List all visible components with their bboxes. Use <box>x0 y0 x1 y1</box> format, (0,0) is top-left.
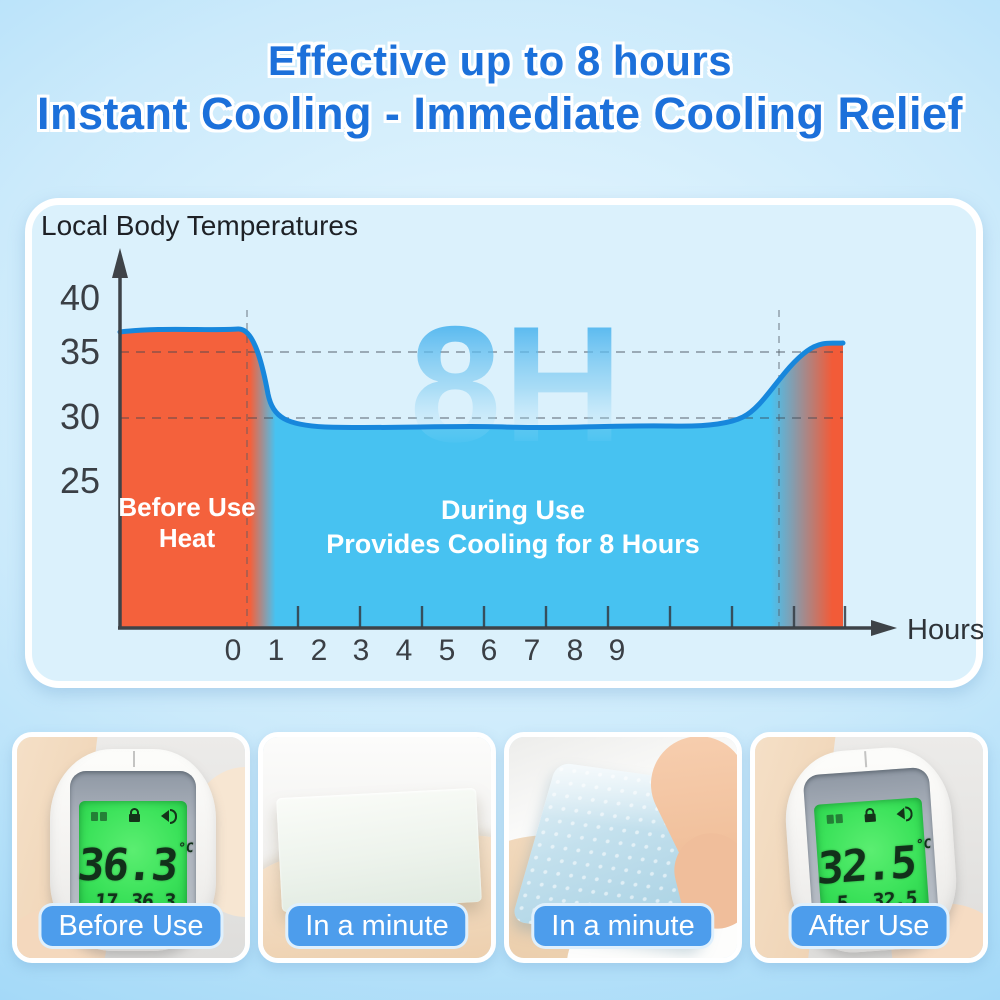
x-tick-8: 8 <box>567 634 584 667</box>
x-tick-9: 9 <box>609 634 626 667</box>
mode-text-icon <box>826 813 844 824</box>
x-tick-2: 2 <box>311 634 328 667</box>
x-tick-1: 1 <box>268 634 285 667</box>
y-tick-40: 40 <box>60 277 100 318</box>
y-axis-arrow <box>112 248 128 278</box>
y-tick-30: 30 <box>60 396 100 437</box>
x-tick-0: 0 <box>225 634 242 667</box>
y-tick-labels: 40 35 30 25 <box>60 277 100 501</box>
lcd-screen: 36.3°C 17 36.3 <box>75 801 194 919</box>
photo-before-use: 36.3°C 17 36.3 Before Use <box>12 732 250 963</box>
y-tick-25: 25 <box>60 460 100 501</box>
watermark-8h: 8H <box>410 292 625 476</box>
x-axis-label: Hours <box>907 614 983 646</box>
region-during-line2: Provides Cooling for 8 Hours <box>326 529 700 559</box>
temperature-chart-card: 8H Local Body Temperatures 40 35 30 25 0 <box>25 198 983 688</box>
x-tick-7: 7 <box>524 634 541 667</box>
x-axis-arrow <box>871 620 897 636</box>
photo-label-badge: Before Use <box>38 903 224 949</box>
temperature-chart: 8H Local Body Temperatures 40 35 30 25 0 <box>41 210 983 667</box>
y-tick-35: 35 <box>60 331 100 372</box>
temperature-curve <box>117 326 846 431</box>
photo-after-use: 32.5°C 532.5 After Use <box>750 732 988 963</box>
temperature-area <box>120 328 843 628</box>
celsius-unit: °C <box>915 836 932 853</box>
x-tick-4: 4 <box>396 634 413 667</box>
lock-icon <box>128 808 140 822</box>
x-tick-labels: 0 1 2 3 4 5 6 7 8 9 <box>225 634 626 667</box>
lcd-main-reading: 36.3°C <box>75 840 195 891</box>
header: Effective up to 8 hours Instant Cooling … <box>0 36 1000 142</box>
x-axis-ticks <box>296 606 847 627</box>
header-line-1: Effective up to 8 hours <box>267 37 733 84</box>
photo-label-badge: In a minute <box>531 903 715 949</box>
region-during-line1: During Use <box>441 495 585 525</box>
photo-strip: 36.3°C 17 36.3 Before Use In a minute In … <box>12 732 988 963</box>
lcd-main-reading: 32.5°C <box>816 836 932 895</box>
chart-title: Local Body Temperatures <box>41 210 358 241</box>
photo-label-badge: In a minute <box>285 903 469 949</box>
x-tick-3: 3 <box>353 634 370 667</box>
x-tick-5: 5 <box>439 634 456 667</box>
region-before-line1: Before Use <box>118 492 255 522</box>
white-cooling-patch <box>276 787 482 913</box>
region-before-line2: Heat <box>159 523 216 553</box>
mode-text-icon <box>91 811 107 821</box>
celsius-unit: °C <box>177 841 195 856</box>
photo-in-a-minute-2: In a minute <box>504 732 742 963</box>
photo-label-badge: After Use <box>788 903 950 949</box>
speaker-icon <box>896 805 914 822</box>
speaker-icon <box>161 808 177 824</box>
photo-in-a-minute-1: In a minute <box>258 732 496 963</box>
x-tick-6: 6 <box>481 634 498 667</box>
header-line-2: Instant Cooling - Immediate Cooling Reli… <box>36 88 964 139</box>
lock-icon <box>863 813 876 823</box>
region-labels: Before Use Heat During Use Provides Cool… <box>118 492 699 559</box>
